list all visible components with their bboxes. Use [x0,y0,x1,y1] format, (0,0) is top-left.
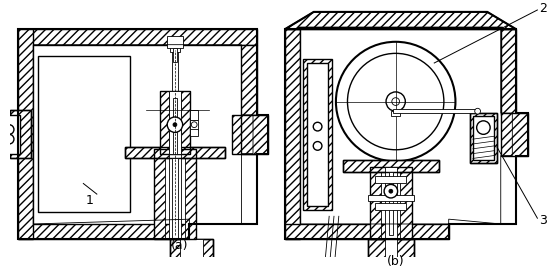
Bar [181,91,190,153]
Bar [170,47,180,52]
Bar [172,159,178,239]
Text: 1: 1 [85,194,93,207]
Bar [10,110,31,159]
Bar [370,167,381,239]
Bar [470,113,497,163]
Bar [385,167,396,239]
Text: 2: 2 [539,2,547,15]
Bar [343,160,439,172]
Circle shape [386,92,405,111]
Circle shape [384,184,398,198]
Text: (b): (b) [387,255,404,266]
Bar [170,239,213,266]
Text: 3: 3 [539,214,547,227]
Bar [370,167,412,239]
Bar [185,149,196,239]
Polygon shape [391,111,400,116]
Bar [501,113,528,156]
Bar [501,29,516,115]
Circle shape [477,121,490,134]
Bar [153,149,196,239]
Bar [173,98,177,117]
Bar [169,149,181,239]
Bar [172,48,178,101]
Circle shape [167,117,183,132]
Polygon shape [393,109,475,113]
Bar [18,224,189,239]
Bar [173,132,177,153]
Circle shape [192,122,197,128]
Circle shape [389,189,393,193]
Bar [470,113,497,163]
Bar [180,239,203,266]
Bar [241,115,268,153]
Bar [303,59,332,210]
Circle shape [392,98,399,105]
Bar [18,29,257,45]
Bar [170,239,213,266]
Bar [190,110,198,120]
Bar [375,203,407,210]
Bar [473,116,494,160]
Bar [160,91,190,153]
Circle shape [4,134,14,144]
Bar [285,29,300,239]
Circle shape [313,122,322,131]
Bar [190,128,198,136]
Bar [375,176,407,184]
Bar [241,115,257,153]
Bar [385,239,396,266]
Circle shape [347,53,444,150]
Bar [167,36,183,48]
Bar [368,239,414,266]
Circle shape [4,125,14,134]
Circle shape [475,108,480,114]
Bar [125,147,225,159]
Bar [190,120,198,130]
Bar [10,110,31,159]
Circle shape [336,42,455,161]
Text: (a): (a) [171,239,189,252]
Bar [343,160,439,172]
Bar [241,45,257,115]
Bar [18,29,33,239]
Bar [368,239,414,266]
Bar [4,115,20,153]
Bar [169,91,181,153]
Circle shape [313,142,322,150]
Bar [232,115,257,153]
Bar [368,195,414,201]
Bar [285,224,449,239]
Bar [153,149,165,239]
Bar [160,91,169,153]
Circle shape [173,123,177,127]
Bar [307,63,328,206]
Bar [173,48,177,62]
Bar [125,147,225,159]
Polygon shape [285,12,516,29]
Bar [38,56,129,213]
Bar [400,167,412,239]
Bar [389,172,393,235]
